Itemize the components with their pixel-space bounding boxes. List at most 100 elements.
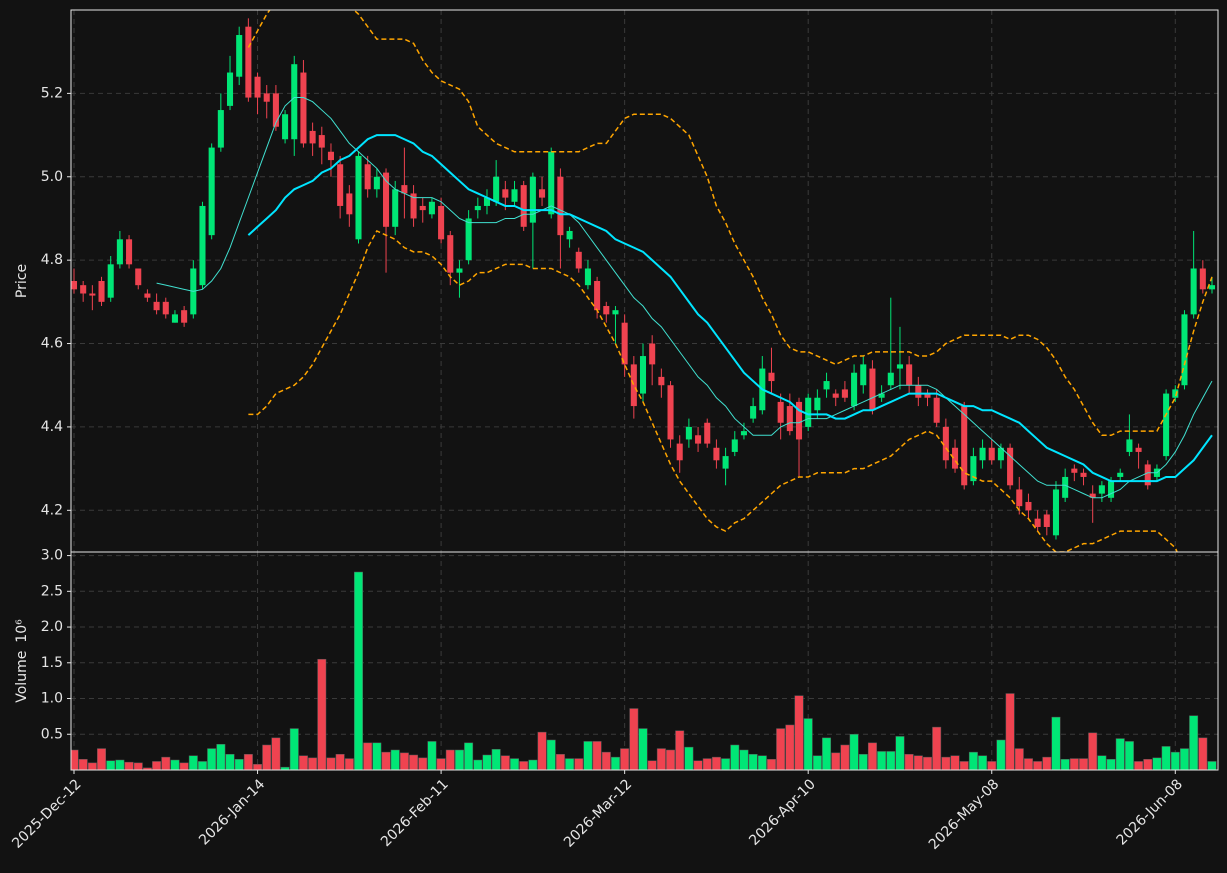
volume-bar (1005, 693, 1015, 770)
volume-bar (693, 760, 703, 770)
candle-body (493, 176, 500, 202)
candle-body (906, 364, 913, 386)
y-tick-label: 4.6 (41, 336, 63, 352)
candle-body (667, 385, 674, 440)
candle-body (768, 372, 775, 382)
candle-body (676, 443, 683, 461)
volume-bar (87, 762, 97, 770)
volume-bar (1088, 732, 1098, 770)
volume-bar (445, 749, 455, 770)
volume-bar (978, 755, 988, 770)
candle-body (548, 151, 555, 215)
volume-bar (941, 756, 951, 770)
volume-bar (574, 758, 584, 770)
candle-body (869, 368, 876, 411)
volume-bar (794, 695, 804, 770)
candle-body (1208, 285, 1216, 290)
volume-bar (867, 742, 877, 770)
volume-bar (262, 744, 272, 770)
candle-body (575, 251, 582, 269)
volume-bar (1097, 755, 1107, 770)
volume-bar (849, 734, 859, 770)
volume-bar (840, 744, 850, 770)
candle-body (970, 456, 977, 482)
candle-body (373, 176, 380, 190)
ma-line (156, 97, 1213, 499)
candle-body (915, 385, 922, 398)
volume-bar (803, 718, 813, 770)
volume-offset-label: 10⁶ (14, 619, 30, 643)
candle-body (924, 393, 931, 398)
candle-body (1108, 481, 1115, 498)
volume-axis-label-group: Volume 10⁶ (14, 619, 30, 703)
candle-body (245, 26, 252, 98)
volume-bar (381, 751, 391, 770)
volume-bar (877, 751, 887, 770)
volume-bar (500, 755, 510, 770)
volume-bar (1198, 737, 1208, 770)
candle-body (1052, 489, 1060, 536)
price-axis-label: Price (14, 264, 30, 298)
candle-body (1172, 389, 1179, 398)
volume-bar (1134, 761, 1144, 770)
volume-bar (243, 754, 253, 770)
candle-body (639, 356, 647, 394)
candle-body (327, 151, 334, 161)
candle-body (1043, 514, 1050, 527)
volume-bar (427, 741, 437, 770)
candle-body (346, 193, 353, 215)
candle-body (841, 389, 848, 398)
candle-body (1062, 476, 1069, 498)
volume-bar (1042, 756, 1052, 770)
candle-body (722, 456, 729, 469)
volume-bar (610, 756, 620, 770)
candle-body (1144, 464, 1151, 486)
candle-body (199, 205, 206, 286)
volume-bar (858, 754, 868, 770)
volume-bar (675, 730, 685, 770)
candle-body (80, 285, 87, 294)
volume-bar (280, 766, 290, 770)
candle-body (961, 406, 968, 486)
candle-body (713, 447, 720, 461)
volume-bar (656, 748, 666, 770)
candle-body (1080, 472, 1087, 477)
candle-body (364, 164, 371, 190)
candle-body (520, 185, 527, 227)
y-tick-label: 2.0 (41, 619, 63, 635)
candle-body (1117, 472, 1124, 477)
volume-bar (436, 758, 446, 770)
candle-body (997, 447, 1004, 461)
volume-bar (390, 749, 400, 770)
candle-body (162, 301, 169, 315)
y-tick-label: 4.2 (41, 502, 63, 518)
candle-body (1089, 493, 1096, 498)
candle-body (750, 406, 757, 419)
volume-bar (78, 759, 88, 770)
candle-body (309, 130, 316, 144)
volume-bar (647, 760, 657, 770)
volume-bar (767, 759, 776, 770)
candle-body (832, 393, 839, 398)
candle-body (410, 193, 417, 219)
volume-bar (601, 751, 611, 770)
volume-bar (335, 754, 345, 770)
volume-bar (1179, 748, 1189, 770)
candle-body (1016, 489, 1023, 507)
candle-body (447, 235, 454, 273)
volume-bar (886, 751, 896, 770)
candle-body (731, 439, 738, 452)
volume-bar (950, 755, 960, 770)
volume-bar (528, 759, 538, 770)
volume-bar (923, 756, 932, 770)
candle-body (236, 35, 243, 77)
volume-bar (161, 756, 171, 770)
volume-bar (812, 755, 822, 770)
volume-bar (904, 754, 914, 770)
volume-bar (409, 754, 419, 770)
volume-bar (776, 728, 786, 770)
candle-body (153, 301, 160, 311)
volume-bar (133, 762, 143, 770)
volume-bar (620, 748, 630, 770)
